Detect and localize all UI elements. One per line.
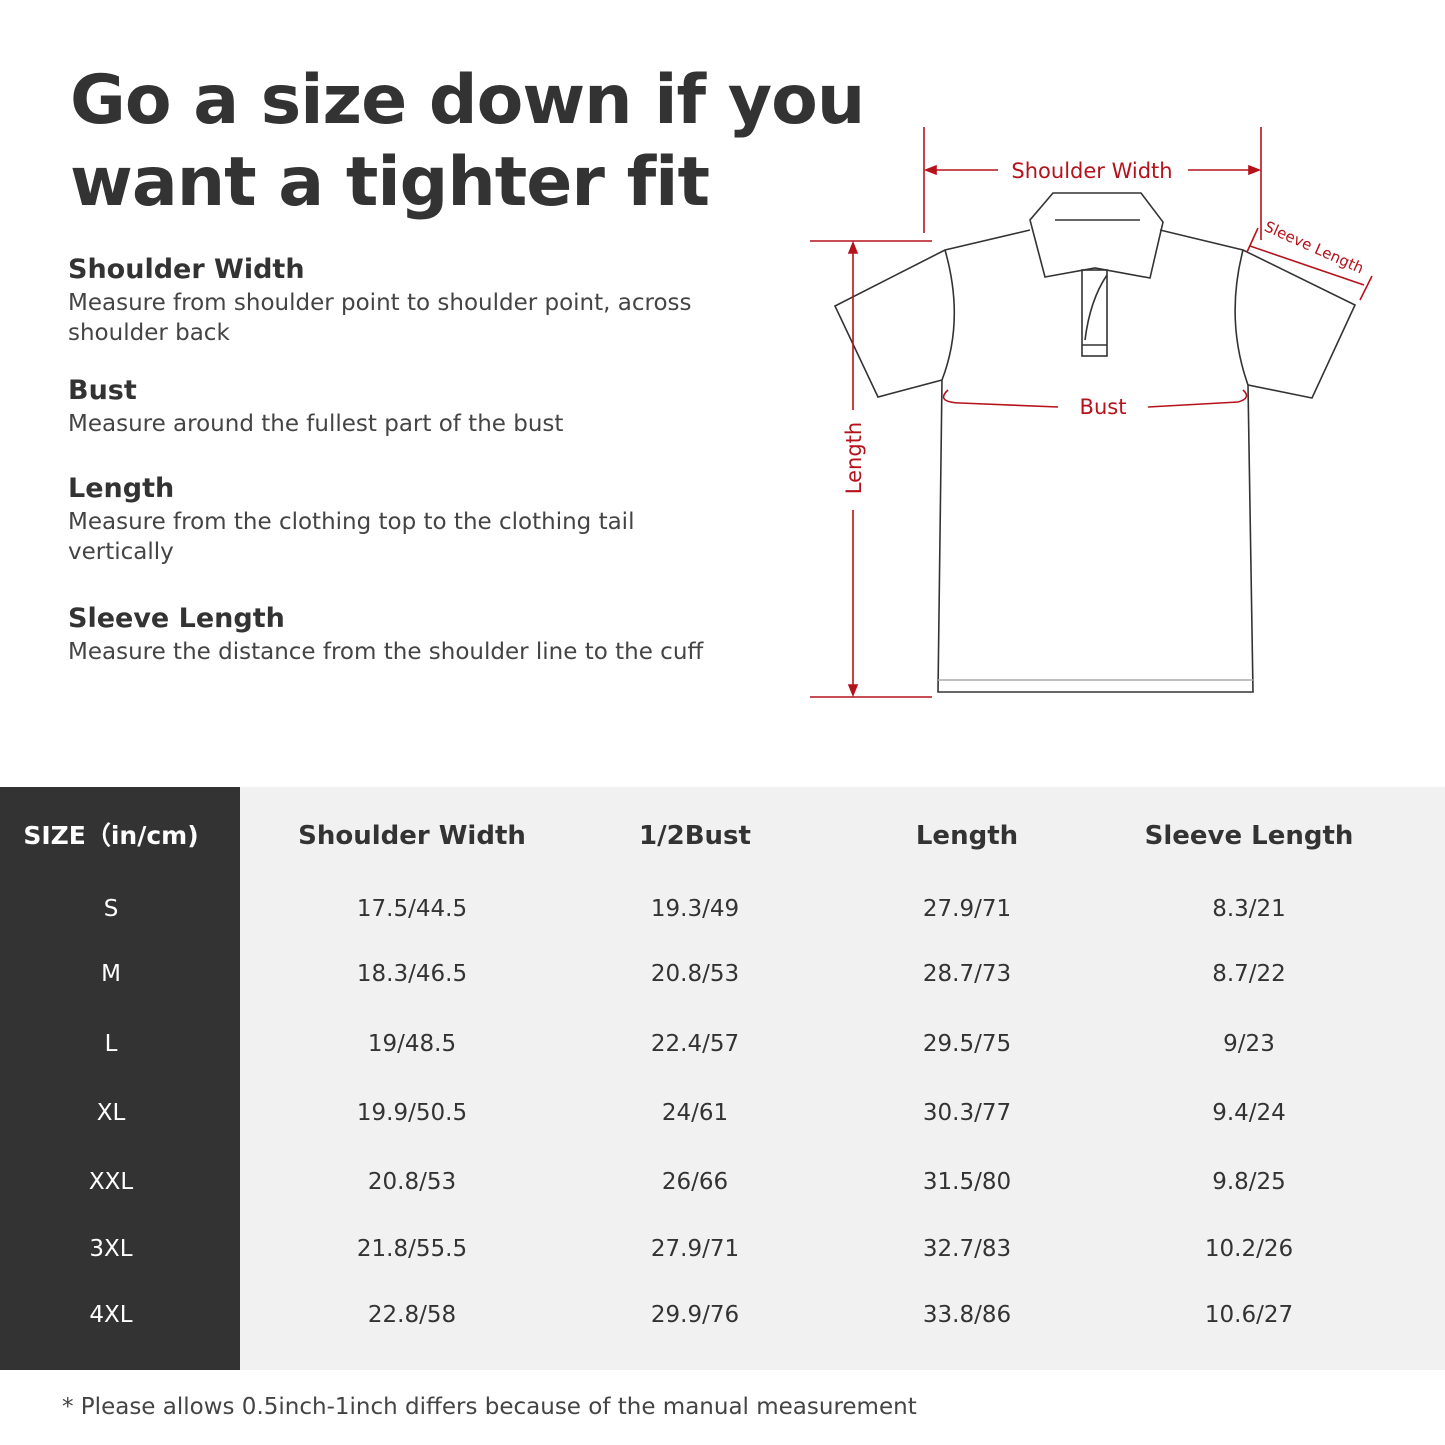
size-label: XL xyxy=(96,1100,126,1126)
table-cell: 24/61 xyxy=(661,1100,729,1126)
table-cell: 27.9/71 xyxy=(650,1236,740,1262)
table-cell: 19.9/50.5 xyxy=(356,1100,468,1126)
column-header: Shoulder Width xyxy=(298,821,526,851)
table-cell: 33.8/86 xyxy=(922,1302,1012,1328)
table-cell: 8.7/22 xyxy=(1212,961,1286,987)
measurement-note: * Please allows 0.5inch-1inch differs be… xyxy=(62,1394,917,1420)
column-header: Sleeve Length xyxy=(1144,821,1354,851)
size-column xyxy=(0,787,240,1370)
bust-label: Bust xyxy=(1080,395,1127,419)
shoulder-width-label: Shoulder Width xyxy=(1011,159,1172,183)
size-label: M xyxy=(101,961,121,987)
table-cell: 29.9/76 xyxy=(650,1302,740,1328)
section-length: Length Measure from the clothing top to … xyxy=(68,473,635,565)
table-cell: 27.9/71 xyxy=(922,896,1012,922)
column-header: 1/2Bust xyxy=(639,821,751,851)
section-sleeve-length: Sleeve Length Measure the distance from … xyxy=(68,603,704,665)
table-cell: 26/66 xyxy=(661,1169,729,1195)
size-label: L xyxy=(104,1031,118,1057)
size-label: XXL xyxy=(88,1169,134,1195)
measure-lines xyxy=(810,127,1373,698)
shirt-diagram: Shoulder Width Bust Length Sleeve Length xyxy=(810,127,1373,698)
section-shoulder-width: Shoulder Width Measure from shoulder poi… xyxy=(68,254,692,346)
size-label: 4XL xyxy=(89,1302,133,1328)
table-cell: 19/48.5 xyxy=(367,1031,457,1057)
size-label: 3XL xyxy=(89,1236,133,1262)
table-cell: 21.8/55.5 xyxy=(356,1236,468,1262)
table-cell: 20.8/53 xyxy=(367,1169,457,1195)
table-cell: 31.5/80 xyxy=(922,1169,1012,1195)
table-cell: 22.4/57 xyxy=(650,1031,740,1057)
table-cell: 32.7/83 xyxy=(922,1236,1012,1262)
table-cell: 20.8/53 xyxy=(650,961,740,987)
page-title: Go a size down if you want a tighter fit xyxy=(70,61,865,222)
table-cell: 29.5/75 xyxy=(922,1031,1012,1057)
size-table: SIZE（in/cm) Shoulder Width 1/2Bust Length S… xyxy=(0,787,1445,1370)
table-cell: 8.3/21 xyxy=(1212,896,1286,922)
column-header: Length xyxy=(915,821,1019,851)
size-label: S xyxy=(103,896,119,922)
table-cell: 10.6/27 xyxy=(1204,1302,1294,1328)
table-cell: 9.4/24 xyxy=(1212,1100,1286,1126)
table-cell: 9.8/25 xyxy=(1212,1169,1286,1195)
table-cell: 30.3/77 xyxy=(922,1100,1012,1126)
length-label: Length xyxy=(842,422,866,494)
shirt-outline xyxy=(833,192,1357,693)
table-cell: 22.8/58 xyxy=(367,1302,457,1328)
table-cell: 19.3/49 xyxy=(650,896,740,922)
table-cell: 28.7/73 xyxy=(922,961,1012,987)
table-cell: 9/23 xyxy=(1223,1031,1275,1057)
section-bust: Bust Measure around the fullest part of … xyxy=(68,375,564,437)
table-cell: 17.5/44.5 xyxy=(356,896,468,922)
table-cell: 18.3/46.5 xyxy=(356,961,468,987)
size-header: SIZE（in/cm) xyxy=(23,821,199,850)
table-cell: 10.2/26 xyxy=(1204,1236,1294,1262)
